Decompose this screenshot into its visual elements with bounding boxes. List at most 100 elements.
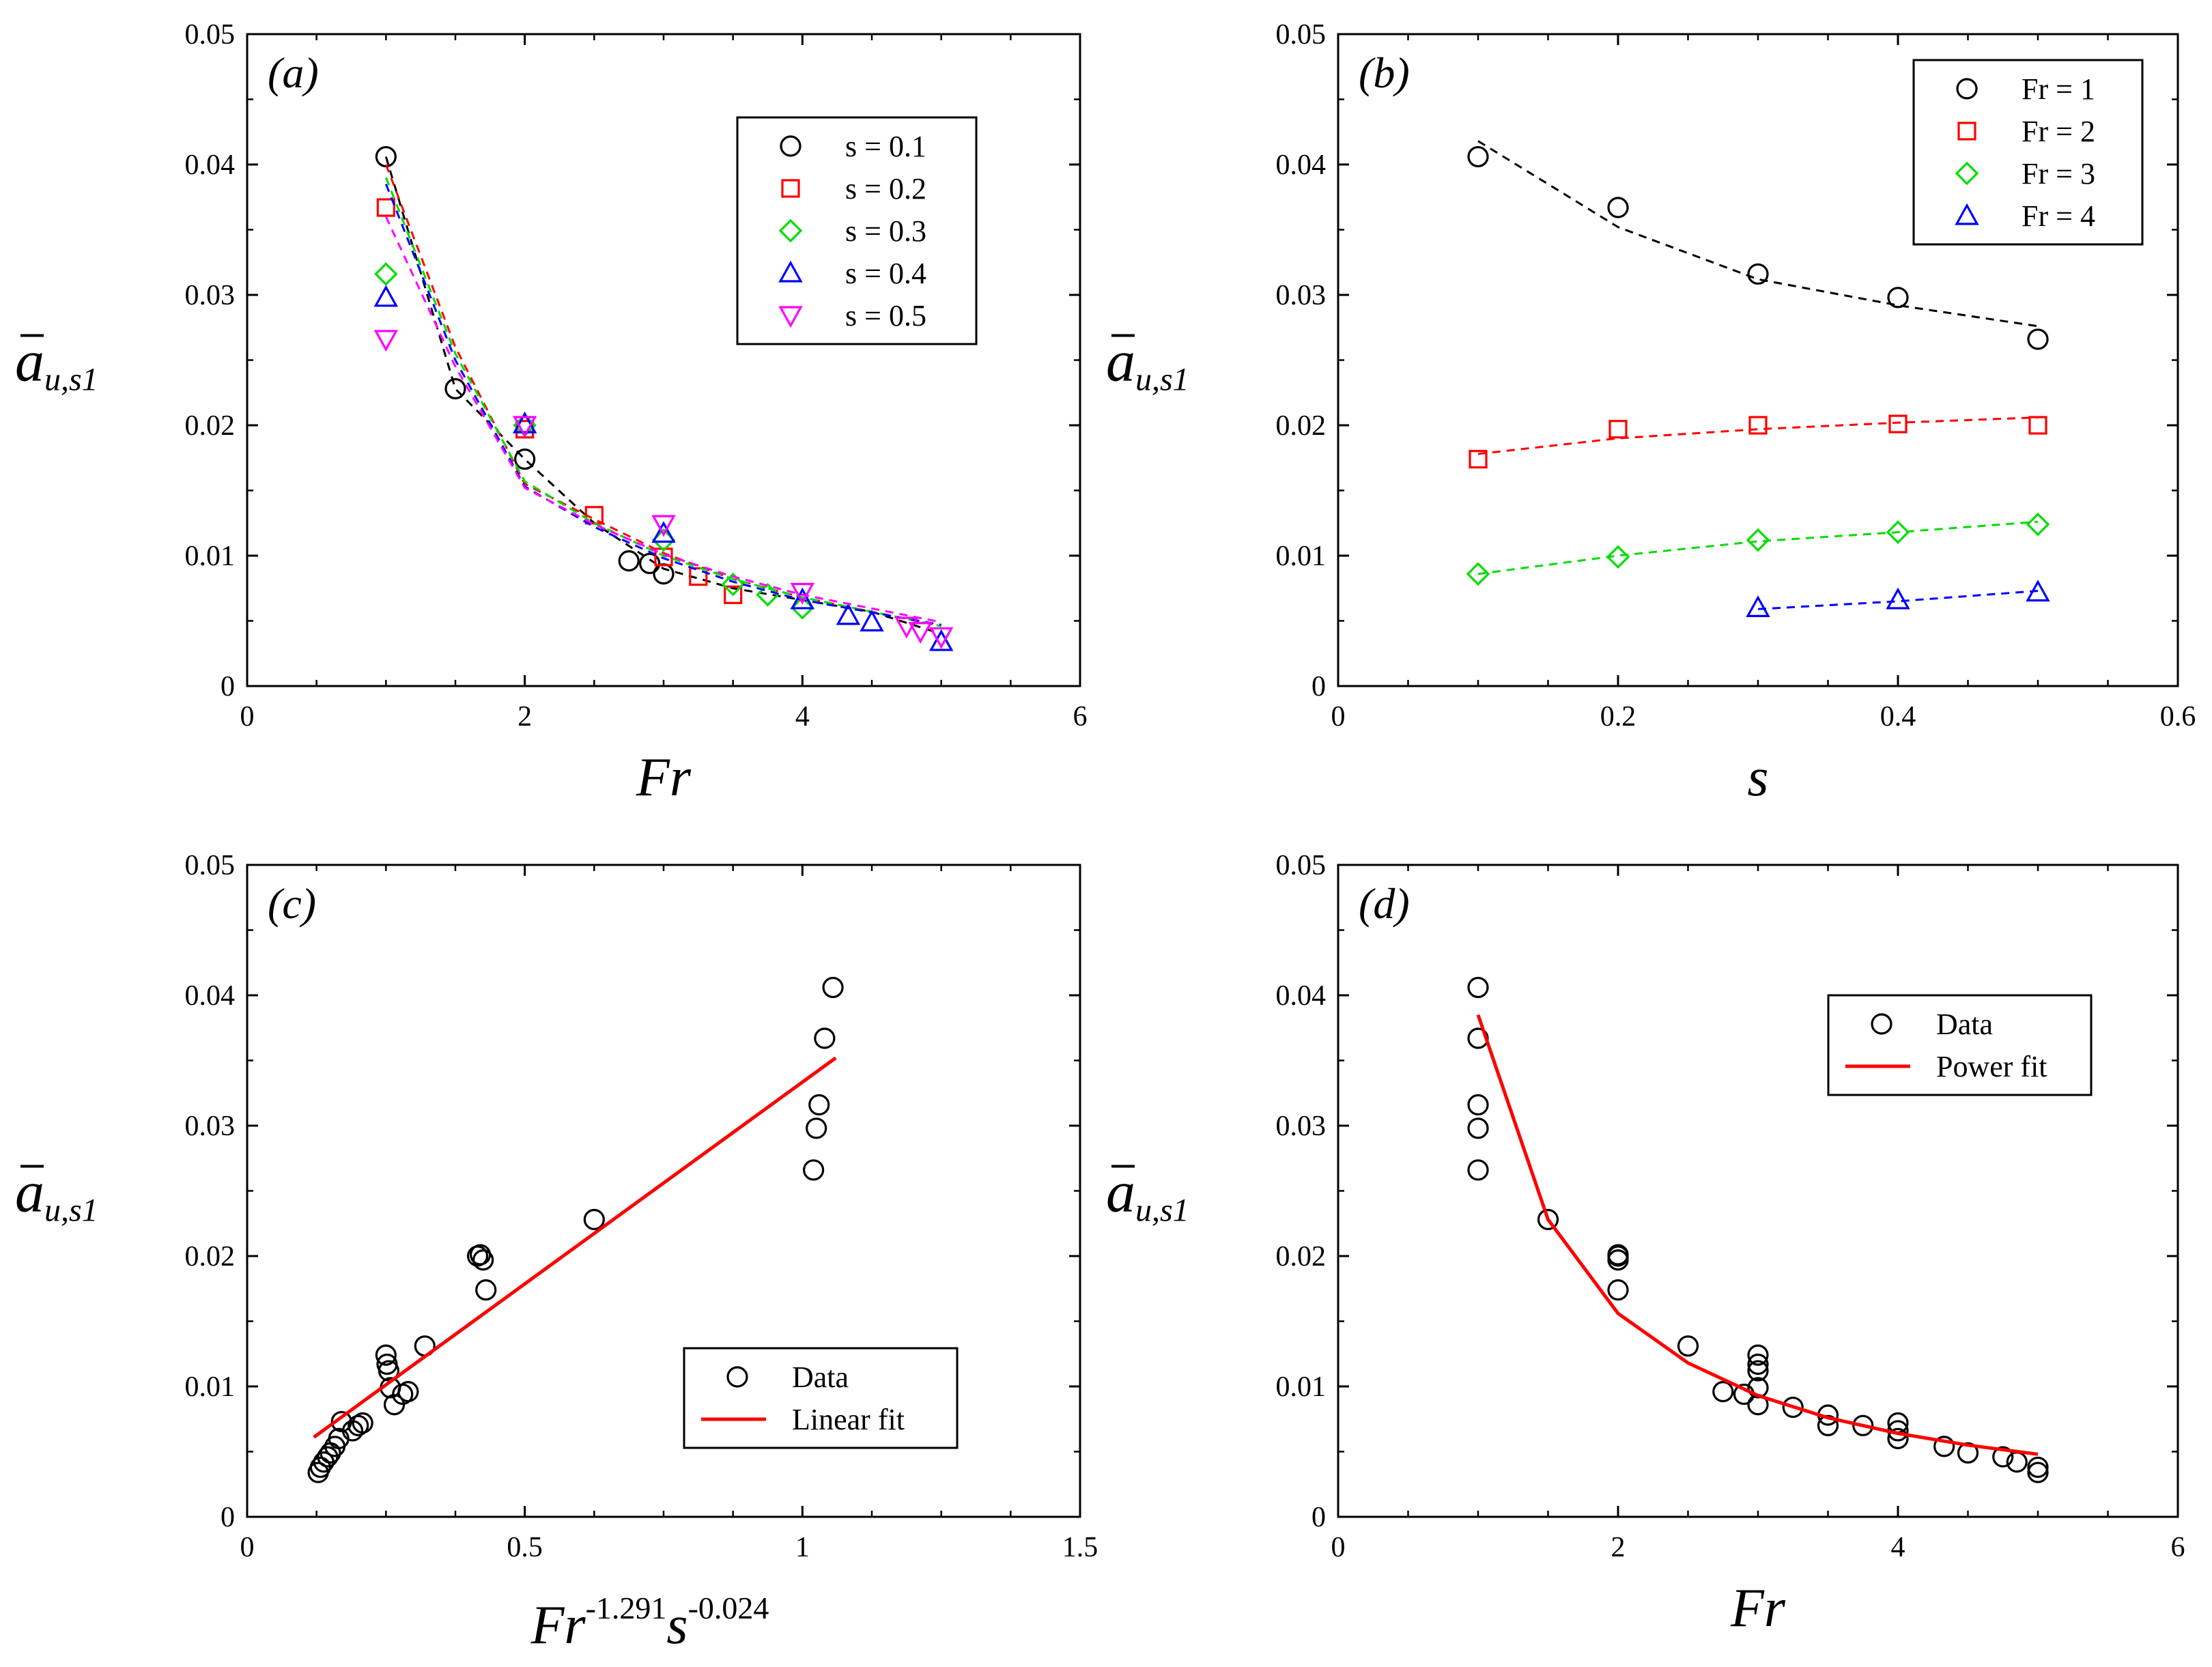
data-point [1782,1396,1804,1419]
data-point [2027,1456,2049,1479]
data-point [1888,414,1908,433]
data-point [639,552,661,575]
series-fr-2 [1469,414,2047,469]
y-axis-label-main: a [15,328,44,394]
series-s-0-5 [373,216,954,649]
panel-label: (c) [268,879,316,928]
y-tick-label: 0.01 [1276,1371,1327,1403]
data-point [1887,1427,1909,1449]
fit-line [1757,590,2039,610]
panel-a: 0 2 4 6 0 0.01 0.02 0.03 0.04 0.05 (a) au,s1 Fr s = 0… [15,19,1088,808]
y-axis-label-sub: u,s1 [1135,1193,1189,1229]
panel-d: 0 2 4 6 0 0.01 0.02 0.03 0.04 0.05 (d) au,s1 Fr Data P… [1106,850,2185,1638]
plot-frame [1337,864,2179,1518]
data-point [1467,145,1489,168]
legend-swatch [1957,122,1976,141]
data-point [512,411,537,433]
data-point [1467,976,1489,999]
x-axis-label-main: Fr [530,1595,586,1655]
data-point [313,1451,335,1473]
legend: Fr = 1 Fr = 2 Fr = 3 Fr = 4 [1912,59,2144,246]
y-tick-label: 0.01 [1276,541,1327,572]
data-point [756,583,780,607]
data-point [1887,287,1909,309]
x-tick-label: 0.6 [2160,701,2196,732]
series-data [1467,976,2049,1483]
x-tick-label: 0 [1331,701,1346,732]
y-tick-label: 0.04 [1276,149,1327,181]
data-point [330,1410,352,1433]
x-tick-label: 6 [2171,1532,2185,1563]
data-point [653,563,675,585]
legend-label: s = 0.5 [845,299,926,332]
data-point [651,515,676,537]
x-axis-label: s [1747,747,1768,808]
y-tick-label: 0.02 [1276,1241,1327,1272]
y-tick-label: 0 [221,1502,235,1533]
fit-line [313,1056,837,1439]
data-point [802,1159,825,1181]
data-point [724,585,743,604]
y-axis-label: au,s1 [15,328,98,398]
data-point [808,1094,830,1116]
series-linear-fit [313,1056,837,1439]
data-point [1748,416,1768,435]
data-point [1467,1117,1489,1139]
data-point [791,596,814,620]
data-point [1467,1159,1489,1181]
data-point [928,629,954,651]
series-s-0-4 [373,184,954,651]
legend: Data Power fit [1827,994,2093,1096]
data-point [1747,1360,1769,1382]
data-point [1469,450,1488,469]
data-point [374,262,398,286]
y-axis-label: au,s1 [15,1159,98,1229]
y-axis-label: au,s1 [1106,1159,1189,1229]
data-point [1606,545,1630,569]
legend-label: Data [792,1360,849,1394]
x-tick-label: 0.4 [1880,701,1916,732]
data-point [2026,580,2050,602]
legend-swatch [780,135,802,157]
legend-box [1827,994,2093,1096]
data-point [376,198,395,217]
legend: Data Linear fit [683,1347,959,1449]
y-tick-label: 0.05 [1276,850,1327,881]
data-point [1886,520,1910,544]
legend-box [1912,59,2144,246]
data-point [1852,1414,1874,1436]
data-point [1466,562,1490,586]
legend-label: Fr = 3 [2022,157,2095,190]
data-point [1608,420,1628,439]
data-point [908,622,933,644]
y-axis-label: au,s1 [1106,328,1189,398]
panel-label: (b) [1359,48,1410,97]
y-axis-label-sub: u,s1 [44,362,98,398]
data-point [1712,1381,1734,1403]
y-axis-label-sub: u,s1 [1135,362,1189,398]
data-point [2027,328,2049,350]
data-point [1747,263,1769,285]
data-point [1677,1335,1699,1357]
fit-line [1477,140,2039,328]
data-point [836,603,861,625]
fit-line [1477,520,2039,575]
data-point [2026,512,2050,537]
data-point [2027,1462,2049,1483]
data-point [860,610,884,632]
data-point [1747,1344,1769,1366]
y-axis-label-main: a [1106,328,1135,394]
fit-line [384,216,941,623]
data-point [375,1344,397,1366]
data-point [1607,1279,1629,1301]
legend-label: s = 0.1 [845,130,926,163]
y-tick-label: 0.05 [185,850,236,881]
legend-label: Power fit [1936,1050,2047,1083]
legend-swatch [1956,78,1978,100]
y-tick-label: 0.03 [1276,1111,1327,1142]
legend-label: s = 0.3 [845,214,926,248]
x-tick-label: 0 [1331,1532,1346,1563]
y-tick-label: 0 [1311,671,1326,702]
data-point [1746,595,1770,618]
